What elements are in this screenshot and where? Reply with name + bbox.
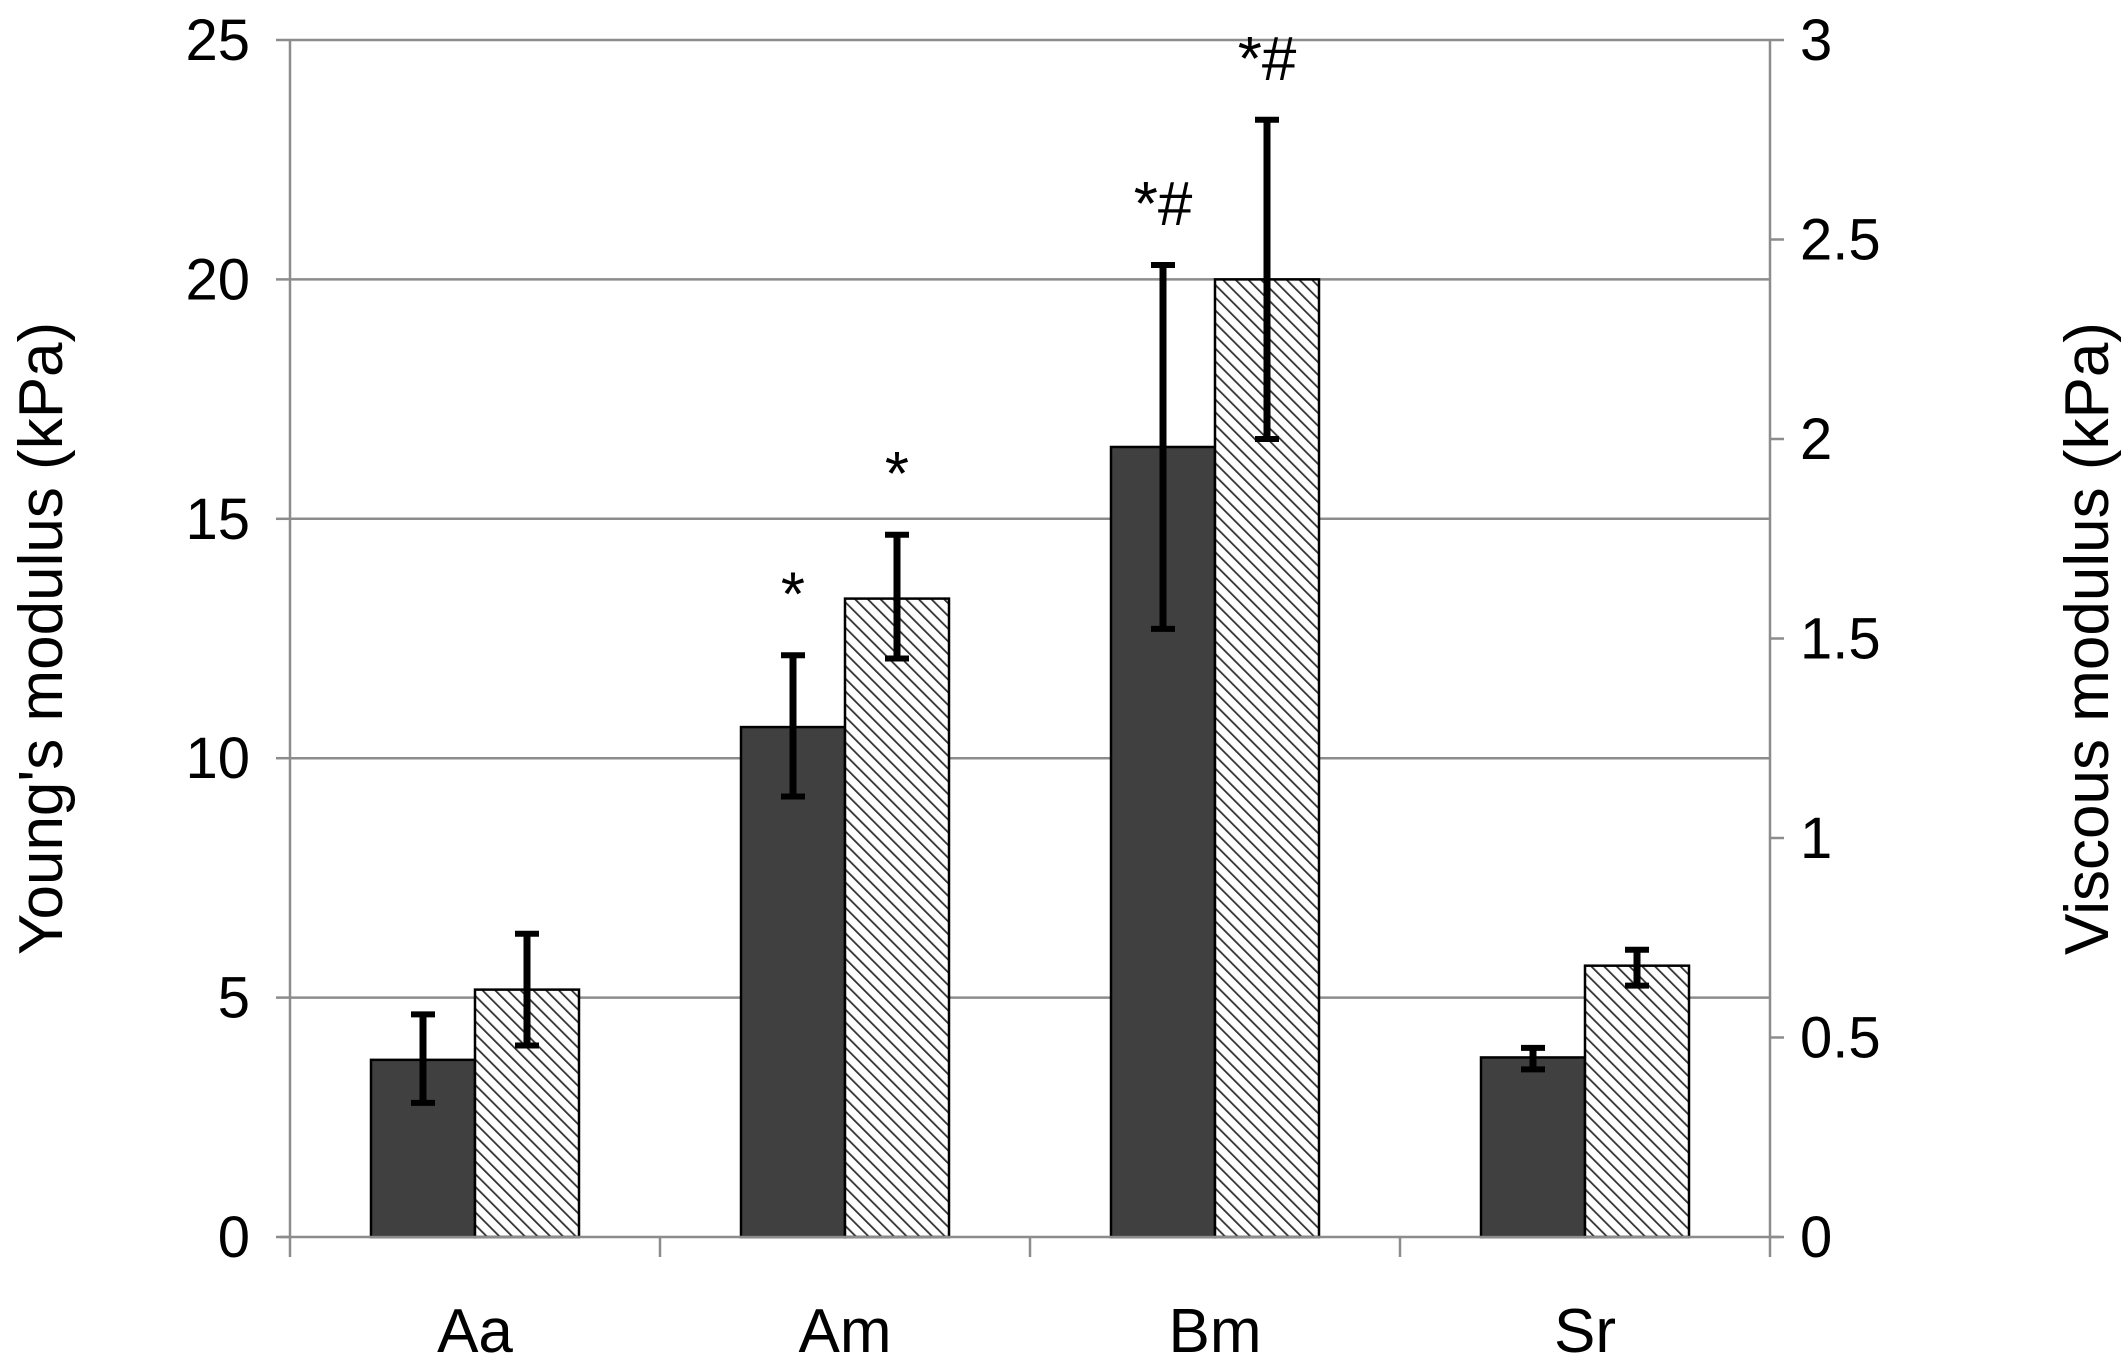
bar-bm-series2 (1213, 278, 1321, 1239)
x-tick-label-bm: Bm (1169, 1297, 1262, 1365)
bar-am-series2 (843, 597, 951, 1239)
left-tick-label-2: 10 (185, 726, 250, 791)
annotation-bm-series1: *# (1134, 170, 1193, 239)
x-tick-label-sr: Sr (1554, 1297, 1616, 1365)
left-tick-label-4: 20 (185, 247, 250, 312)
left-tick-label-5: 25 (185, 8, 250, 73)
axes-layer (276, 38, 1784, 1257)
left-tick-label-0: 0 (218, 1205, 250, 1270)
right-tick-label-1: 0.5 (1800, 1006, 1881, 1071)
left-tick-label-1: 5 (218, 966, 250, 1031)
grid-layer (290, 38, 1770, 999)
bar-sr-series2 (1583, 964, 1691, 1239)
labels-layer: 0 5 10 15 20 25 0 0.5 1 1.5 2 2.5 3 Aa Am * * Bm *# *# Sr You… (7, 8, 2122, 1366)
annotation-am-series2: * (885, 440, 909, 509)
bars-layer (369, 116, 1691, 1239)
bar-sr-series1 (1479, 1056, 1587, 1239)
right-tick-label-0: 0 (1800, 1205, 1832, 1270)
bar-am-series1 (739, 725, 847, 1239)
annotation-am-series1: * (781, 560, 805, 629)
right-tick-label-6: 3 (1800, 8, 1832, 73)
right-tick-label-3: 1.5 (1800, 607, 1881, 672)
x-tick-label-am: Am (799, 1297, 892, 1365)
x-tick-label-aa: Aa (437, 1297, 513, 1365)
right-tick-label-4: 2 (1800, 407, 1832, 472)
right-axis-title: Viscous modulus (kPa) (2053, 322, 2122, 955)
annotation-bm-series2: *# (1238, 25, 1297, 94)
left-axis-title: Young's modulus (kPa) (7, 322, 76, 955)
right-tick-label-5: 2.5 (1800, 208, 1881, 273)
left-tick-label-3: 15 (185, 487, 250, 552)
right-tick-label-2: 1 (1800, 806, 1832, 871)
